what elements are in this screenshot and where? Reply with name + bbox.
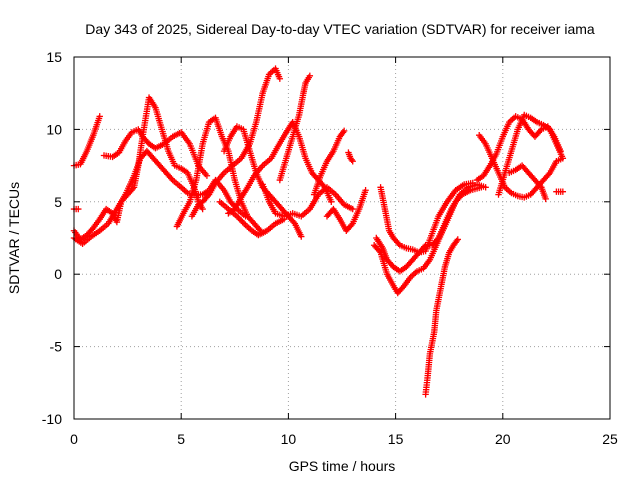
data-point [542, 195, 549, 203]
data-point [240, 220, 248, 227]
series-arc-14 [323, 187, 369, 234]
data-point [239, 218, 246, 226]
data-point [376, 247, 383, 255]
x-axis-label: GPS time / hours [289, 458, 396, 474]
data-point [536, 182, 544, 190]
data-point [559, 188, 567, 195]
series-arc-3 [70, 94, 206, 243]
series-arc-8 [216, 198, 288, 239]
series-arc-7 [188, 65, 284, 220]
data-point [454, 236, 461, 243]
data-point [235, 214, 242, 221]
series-arc-19 [422, 236, 461, 398]
data-point [328, 198, 335, 205]
data-point [545, 171, 552, 178]
data-point [236, 215, 244, 223]
x-tick-label: 20 [495, 431, 511, 447]
y-axis-label: SDTVAR / TECUs [6, 182, 22, 294]
data-point [348, 221, 355, 229]
y-tick-label: 15 [46, 49, 62, 65]
data-point [349, 205, 356, 213]
data-point [306, 72, 314, 80]
series-arc-9 [220, 123, 305, 240]
series-arc-17 [377, 179, 476, 256]
data-point [453, 237, 460, 245]
data-point [276, 75, 284, 82]
series-arc-11 [276, 72, 314, 184]
series-arc-18 [370, 184, 485, 297]
data-point [238, 217, 245, 224]
data-point [233, 213, 241, 220]
y-tick-label: -10 [42, 411, 62, 427]
data-point [96, 113, 103, 120]
data-point [395, 240, 402, 247]
series-arc-23 [506, 162, 549, 203]
data-point [339, 129, 347, 136]
y-tick-label: -5 [50, 339, 63, 355]
data-point [204, 192, 211, 200]
data-point [290, 218, 297, 226]
grid [74, 57, 610, 419]
x-tick-label: 10 [281, 431, 297, 447]
y-tick-label: 10 [46, 121, 62, 137]
data-points [70, 65, 567, 398]
data-point [362, 187, 369, 194]
series-arc-12 [259, 181, 356, 220]
data-point [75, 205, 82, 213]
x-tick-label: 5 [177, 431, 185, 447]
series-arc-5 [100, 126, 211, 179]
data-point [559, 155, 567, 162]
series-arc-13 [310, 127, 348, 198]
data-point [256, 226, 263, 233]
series-arc-15 [345, 149, 356, 165]
x-tick-label: 25 [602, 431, 618, 447]
data-point [478, 184, 485, 191]
y-tick-label: 0 [54, 266, 62, 282]
series-arc-24 [553, 188, 567, 195]
data-point [348, 156, 355, 164]
data-point [168, 175, 175, 182]
data-point [340, 127, 348, 135]
y-tick-label: 5 [54, 194, 62, 210]
series-arc-1 [70, 113, 103, 169]
series-arc-4 [70, 147, 249, 247]
series-arc-22 [495, 111, 567, 198]
chart-title: Day 343 of 2025, Sidereal Day-to-day VTE… [85, 21, 595, 37]
data-point [199, 205, 206, 213]
data-point [203, 172, 211, 179]
series-arc-10 [225, 118, 335, 217]
axis-ticks: 0 5 10 15 20 25 -10 -5 0 5 10 15 [42, 49, 618, 447]
data-point [349, 158, 356, 165]
plot-frame [73, 56, 611, 420]
x-tick-label: 0 [70, 431, 78, 447]
x-tick-label: 15 [388, 431, 404, 447]
data-point [298, 233, 305, 240]
series-arc-2 [70, 205, 82, 213]
data-point [536, 127, 544, 135]
data-point [469, 179, 476, 187]
